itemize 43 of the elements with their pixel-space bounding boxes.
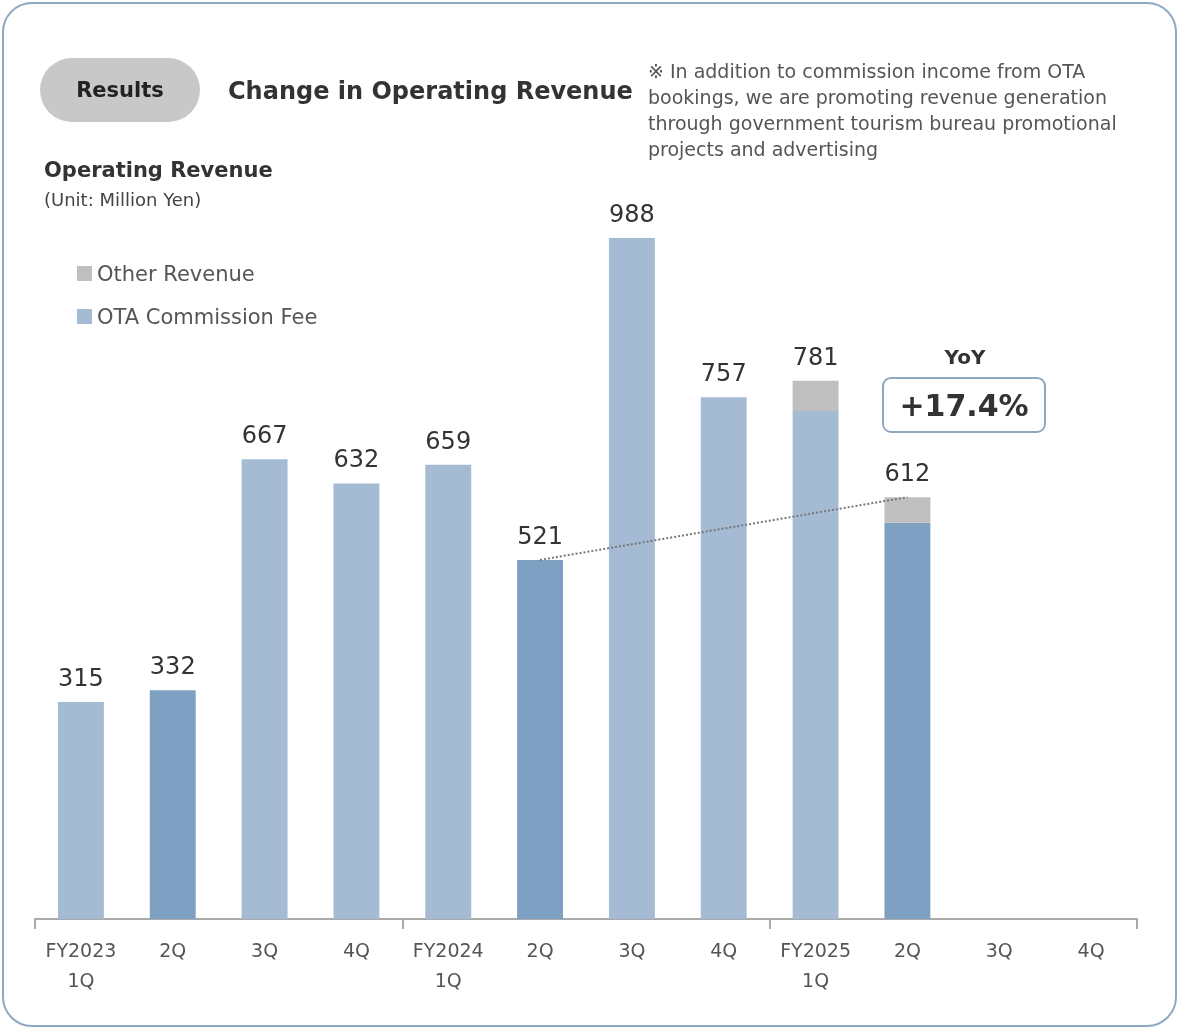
x-tick-label: 2Q: [159, 939, 187, 961]
data-label: 632: [333, 445, 380, 474]
x-tick-label: 2Q: [893, 939, 921, 961]
chart-title: Change in Operating Revenue: [228, 77, 633, 105]
x-tick-label: FY2023 1Q: [45, 939, 117, 991]
x-tick-label: 4Q: [342, 939, 370, 961]
pill-badge: Results: [40, 58, 200, 122]
data-label: 988: [609, 200, 655, 228]
annotation: +17.4%: [899, 387, 1029, 423]
y-axis-title: Operating Revenue: [44, 158, 273, 182]
data-label: 332: [149, 652, 196, 681]
legend-label: OTA Commission Fee: [97, 304, 318, 329]
x-tick-label: 3Q: [618, 939, 646, 961]
bar: [608, 238, 655, 919]
x-tick-label: 3Q: [251, 939, 279, 961]
annotation: ※ In addition to commission income from OTA bookings, we are promoting revenue generation through government tourism bureau promotional projects and advertising: [648, 60, 1123, 160]
total-label: 612: [884, 459, 931, 488]
x-tick-label: 3Q: [985, 939, 1013, 961]
bar: [241, 459, 288, 919]
bar: [884, 497, 931, 523]
bar: [792, 411, 839, 919]
legend-label: Other Revenue: [97, 261, 255, 286]
data-label: 315: [58, 663, 104, 692]
bar: [149, 690, 196, 919]
annotation: YoY: [943, 345, 986, 369]
bar: [517, 559, 564, 919]
bar: [792, 380, 839, 412]
bar: [700, 397, 747, 919]
data-label: 757: [700, 359, 747, 388]
total-label: 781: [792, 342, 839, 371]
bar: [884, 522, 931, 919]
x-tick-label: 2Q: [526, 939, 554, 961]
bar: [57, 701, 104, 919]
x-tick-label: 4Q: [1077, 939, 1105, 961]
x-tick-label: 4Q: [710, 939, 738, 961]
text: (Unit: Million Yen): [44, 188, 202, 210]
x-tick-label: FY2024 1Q: [412, 939, 484, 991]
bar: [333, 483, 380, 919]
data-label: 659: [425, 426, 472, 455]
data-label: 667: [241, 421, 288, 450]
x-tick-label: FY2025 1Q: [780, 939, 852, 991]
data-label: 521: [517, 521, 563, 550]
bar: [425, 464, 472, 919]
